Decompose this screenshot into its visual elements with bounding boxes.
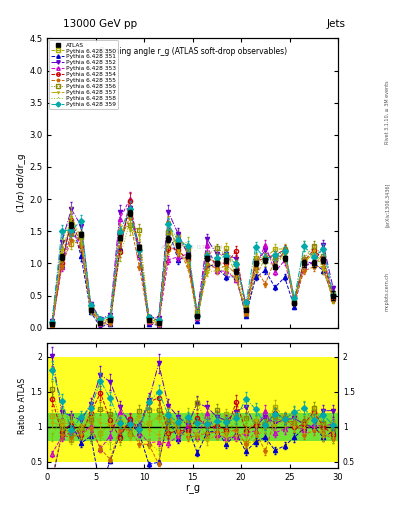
Legend: ATLAS, Pythia 6.428 350, Pythia 6.428 351, Pythia 6.428 352, Pythia 6.428 353, P: ATLAS, Pythia 6.428 350, Pythia 6.428 35…	[49, 40, 118, 110]
Text: [arXiv:1306.3436]: [arXiv:1306.3436]	[385, 183, 389, 227]
X-axis label: r_g: r_g	[185, 484, 200, 494]
Text: mcplots.cern.ch: mcplots.cern.ch	[385, 272, 389, 311]
Text: Rivet 3.1.10, ≥ 3M events: Rivet 3.1.10, ≥ 3M events	[385, 81, 389, 144]
Text: 13000 GeV pp: 13000 GeV pp	[63, 18, 137, 29]
Y-axis label: (1/σ) dσ/dr_g: (1/σ) dσ/dr_g	[17, 154, 26, 212]
Text: ATLAS_2019_I1772094: ATLAS_2019_I1772094	[161, 244, 224, 249]
Text: Jets: Jets	[327, 18, 346, 29]
Text: Opening angle r_g (ATLAS soft-drop observables): Opening angle r_g (ATLAS soft-drop obser…	[99, 47, 286, 56]
Y-axis label: Ratio to ATLAS: Ratio to ATLAS	[18, 378, 28, 434]
